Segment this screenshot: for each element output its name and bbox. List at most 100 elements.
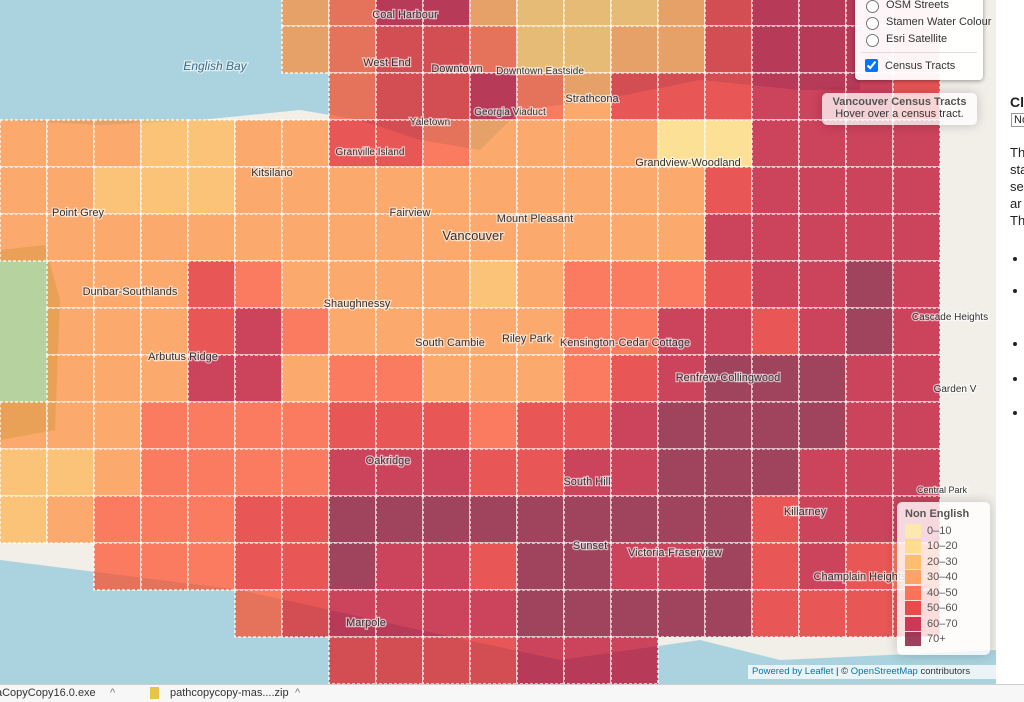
census-tract[interactable]: [140, 448, 189, 497]
census-tract[interactable]: [140, 401, 189, 450]
census-tract[interactable]: [892, 213, 941, 262]
census-tract[interactable]: [610, 495, 659, 544]
census-tract[interactable]: [704, 448, 753, 497]
census-tract[interactable]: [704, 213, 753, 262]
census-tract[interactable]: [46, 448, 95, 497]
panel-select[interactable]: No: [1011, 113, 1024, 127]
census-tract[interactable]: [281, 213, 330, 262]
census-tract[interactable]: [751, 25, 800, 74]
census-tract[interactable]: [563, 448, 612, 497]
census-tract[interactable]: [610, 589, 659, 638]
census-tract[interactable]: [516, 0, 565, 27]
census-tract[interactable]: [281, 25, 330, 74]
census-tract[interactable]: [892, 401, 941, 450]
census-tract[interactable]: [751, 542, 800, 591]
census-tract[interactable]: [657, 495, 706, 544]
census-tract[interactable]: [234, 542, 283, 591]
census-tract[interactable]: [845, 589, 894, 638]
census-tract[interactable]: [46, 354, 95, 403]
census-tract[interactable]: [610, 401, 659, 450]
census-tract[interactable]: [234, 119, 283, 168]
census-tract[interactable]: [93, 401, 142, 450]
census-tract[interactable]: [657, 448, 706, 497]
census-tract[interactable]: [187, 119, 236, 168]
leaflet-link[interactable]: Powered by Leaflet: [752, 666, 834, 677]
census-tract[interactable]: [422, 589, 471, 638]
census-tract[interactable]: [798, 0, 847, 27]
census-tract[interactable]: [281, 260, 330, 309]
census-tract[interactable]: [0, 166, 48, 215]
census-tract[interactable]: [375, 636, 424, 684]
census-tract[interactable]: [610, 213, 659, 262]
census-tract[interactable]: [657, 401, 706, 450]
layer-option[interactable]: Esri Satellite: [861, 30, 977, 47]
census-tract[interactable]: [704, 589, 753, 638]
census-tract[interactable]: [234, 401, 283, 450]
census-tract[interactable]: [93, 213, 142, 262]
census-tract[interactable]: [563, 119, 612, 168]
census-tract[interactable]: [469, 401, 518, 450]
census-tract[interactable]: [845, 260, 894, 309]
layer-option[interactable]: OSM Streets: [861, 0, 977, 13]
census-tract[interactable]: [328, 636, 377, 684]
census-tract[interactable]: [234, 213, 283, 262]
census-tract[interactable]: [375, 495, 424, 544]
census-tract[interactable]: [563, 307, 612, 356]
census-tract[interactable]: [751, 0, 800, 27]
census-tract[interactable]: [234, 495, 283, 544]
census-tract[interactable]: [422, 119, 471, 168]
census-tract[interactable]: [798, 25, 847, 74]
census-tract[interactable]: [0, 448, 48, 497]
census-tract[interactable]: [657, 72, 706, 121]
radio[interactable]: [866, 33, 879, 47]
census-tract[interactable]: [281, 448, 330, 497]
census-tract[interactable]: [46, 495, 95, 544]
census-tract[interactable]: [281, 119, 330, 168]
census-tract[interactable]: [234, 448, 283, 497]
census-tract[interactable]: [469, 119, 518, 168]
census-tract[interactable]: [516, 25, 565, 74]
census-tract[interactable]: [563, 166, 612, 215]
census-tract[interactable]: [610, 0, 659, 27]
census-tract[interactable]: [187, 260, 236, 309]
census-tract[interactable]: [93, 260, 142, 309]
census-tract[interactable]: [93, 448, 142, 497]
census-tract[interactable]: [0, 495, 48, 544]
census-tract[interactable]: [704, 260, 753, 309]
census-tract[interactable]: [328, 542, 377, 591]
census-tract[interactable]: [751, 401, 800, 450]
download-menu[interactable]: ^: [110, 687, 116, 699]
census-tract[interactable]: [140, 307, 189, 356]
census-tract[interactable]: [516, 495, 565, 544]
census-tract[interactable]: [751, 260, 800, 309]
census-tract[interactable]: [328, 495, 377, 544]
census-tract[interactable]: [704, 495, 753, 544]
census-tract[interactable]: [140, 119, 189, 168]
census-tract[interactable]: [892, 307, 941, 356]
census-tract[interactable]: [281, 354, 330, 403]
download-menu[interactable]: ^: [295, 687, 301, 699]
census-tract[interactable]: [798, 448, 847, 497]
census-tract[interactable]: [657, 166, 706, 215]
census-tract[interactable]: [798, 401, 847, 450]
radio[interactable]: [866, 16, 879, 30]
census-tract[interactable]: [657, 213, 706, 262]
census-tract[interactable]: [422, 72, 471, 121]
census-tract[interactable]: [234, 354, 283, 403]
census-tract[interactable]: [704, 307, 753, 356]
census-tract[interactable]: [657, 589, 706, 638]
census-tract[interactable]: [516, 213, 565, 262]
census-tract[interactable]: [845, 448, 894, 497]
census-tract[interactable]: [281, 307, 330, 356]
census-tract[interactable]: [516, 401, 565, 450]
census-tract[interactable]: [140, 354, 189, 403]
census-tract[interactable]: [845, 213, 894, 262]
census-tract[interactable]: [234, 589, 283, 638]
census-tract[interactable]: [140, 260, 189, 309]
census-tract[interactable]: [798, 495, 847, 544]
census-tract[interactable]: [751, 166, 800, 215]
census-tract[interactable]: [328, 166, 377, 215]
census-tract[interactable]: [751, 213, 800, 262]
radio[interactable]: [866, 0, 879, 13]
census-tract[interactable]: [93, 307, 142, 356]
